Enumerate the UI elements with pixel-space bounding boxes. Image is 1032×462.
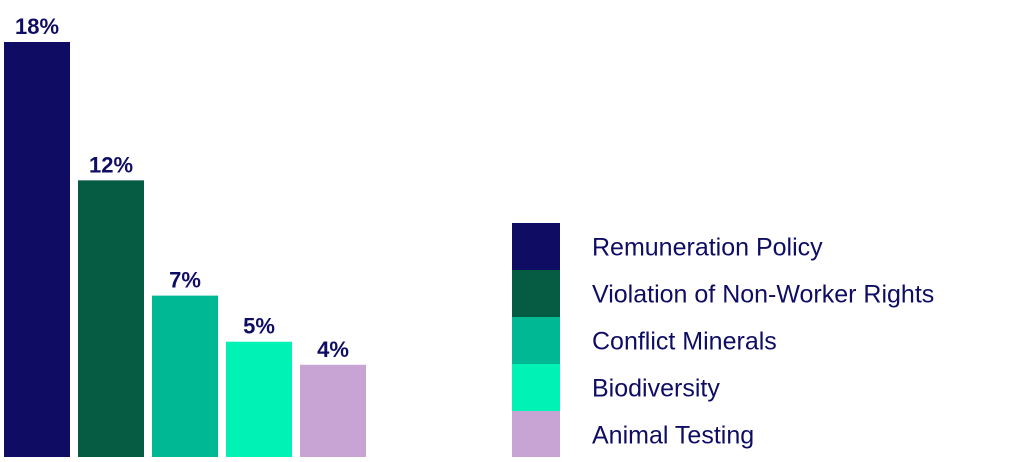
legend: Remuneration Policy Violation of Non-Work…: [512, 223, 934, 458]
bar-value-label-2: 7%: [169, 268, 201, 293]
bar-value-label-1: 12%: [89, 152, 133, 177]
bar-1: [78, 180, 144, 458]
legend-swatch-3: [512, 364, 560, 411]
legend-label-4: Animal Testing: [592, 422, 754, 450]
bar-0: [4, 42, 70, 457]
legend-swatch-2: [512, 317, 560, 364]
bar-4: [300, 364, 366, 457]
legend-label-1: Violation of Non-Worker Rights: [592, 281, 934, 309]
bar-3: [226, 341, 292, 457]
legend-swatch-4: [512, 411, 560, 458]
legend-label-0: Remuneration Policy: [592, 234, 823, 262]
bar-value-label-3: 5%: [243, 314, 275, 339]
legend-label-3: Biodiversity: [592, 375, 720, 403]
legend-swatch-1: [512, 270, 560, 317]
bars-group: 18% 12% 7% 5% 4%: [4, 14, 366, 458]
bar-value-label-4: 4%: [317, 337, 349, 362]
legend-swatch-0: [512, 223, 560, 270]
bar-value-label-0: 18%: [15, 14, 59, 39]
bar-2: [152, 295, 218, 457]
legend-label-2: Conflict Minerals: [592, 328, 777, 356]
